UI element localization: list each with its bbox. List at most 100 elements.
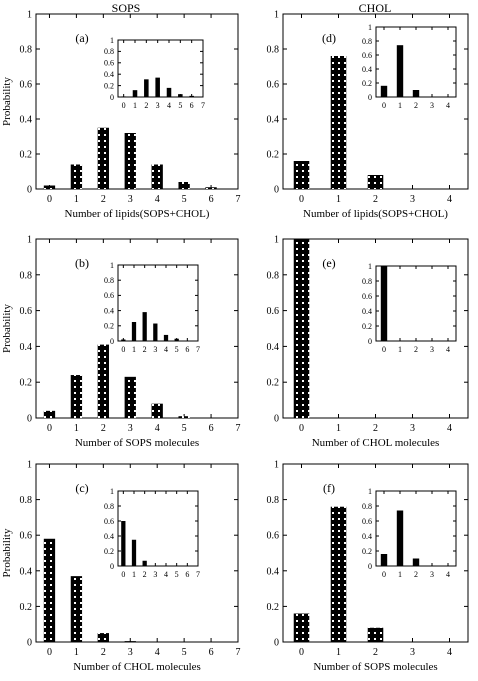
panel-f-inset-bar: [396, 510, 404, 566]
panel-b-bar: [151, 403, 163, 418]
panel-c-ytick-label: 0.4: [20, 566, 33, 577]
panel-c-ytick-label: 0.2: [20, 602, 33, 613]
panel-e-inset-ytick-label: 1: [368, 262, 372, 271]
panel-d-bar: [293, 161, 310, 189]
panel-a-xtick-label: 6: [209, 194, 214, 205]
panel-b-inset-xtick-label: 7: [196, 345, 200, 354]
panel-d-xtick-label: 2: [373, 194, 378, 205]
panel-a-inset-xtick-label: 0: [122, 101, 126, 110]
panel-b-xtick-label: 1: [74, 423, 79, 434]
panel-f-bar: [293, 613, 310, 642]
panel-a-bar: [178, 182, 190, 189]
panel-a-bar: [70, 164, 83, 189]
panel-b-bar: [124, 376, 136, 418]
panel-e-ytick-label: 1: [274, 235, 279, 246]
panel-e-xtick-label: 3: [410, 423, 415, 434]
panel-c-frame: [35, 463, 239, 643]
panel-a-xtick-label: 7: [236, 194, 241, 205]
panel-c-xtick-label: 5: [182, 647, 187, 658]
panel-c-bar: [43, 538, 56, 642]
panel-d-inset-xtick-label: 3: [430, 101, 434, 110]
panel-c-xtick-label: 3: [128, 647, 133, 658]
panel-e-xtick-label: 4: [447, 423, 452, 434]
panel-b-xtick-label: 4: [155, 423, 160, 434]
panel-d-inset-ytick-label: 0.8: [362, 37, 372, 46]
panel-b-inset-ytick-label: 0: [110, 337, 114, 346]
panel-e-inset-ytick-label: 0.8: [362, 277, 372, 286]
panel-a-inset-bar: [166, 87, 172, 97]
panel-f-inset-bg: [376, 491, 456, 566]
panel-f-inset-xtick-label: 1: [398, 570, 402, 579]
panel-a-inset-bg: [118, 40, 203, 97]
panel-e-inset-ytick-label: 0.4: [362, 307, 372, 316]
panel-e-inset: 0 0.2 0.4 0.6 0.8 1 0 1 2 3 4: [362, 262, 457, 354]
panel-d-inset-xtick-label: 4: [446, 101, 450, 110]
panel-d-xtick-label: 4: [447, 194, 452, 205]
panel-a-xtick-label: 5: [182, 194, 187, 205]
panel-a-ytick-label: 0.4: [20, 115, 33, 126]
panel-c-ytick-label: 1: [27, 460, 32, 471]
panel-e: 0 0.2 0.4 0.6 0.8 1 0 1 2 3 4 (e) Number of CHOL mol…: [267, 235, 469, 449]
panel-b-inset-ytick-label: 0.2: [104, 322, 114, 331]
panel-d-inset-bar: [412, 90, 420, 97]
panel-e-ytick-label: 0.8: [267, 270, 280, 281]
panel-d-inset-ytick-label: 0.2: [362, 79, 372, 88]
panel-d-bar: [367, 175, 384, 189]
panel-b-inset-xtick-label: 0: [121, 345, 125, 354]
panel-b-inset-bar: [153, 323, 158, 341]
panel-a-bar: [43, 185, 56, 189]
panel-b-inset-ytick-label: 0.4: [104, 306, 114, 315]
panel-d-inset-bg: [376, 27, 456, 97]
panel-f-xlabel: Number of SOPS molecules: [313, 661, 437, 673]
panel-b-inset-bar: [131, 322, 137, 341]
panel-a-inset-bar: [178, 94, 183, 97]
panel-f-ytick-label: 1: [274, 460, 279, 471]
panel-f-bar: [367, 627, 384, 642]
panel-a-inset-ytick-label: 0.2: [104, 81, 114, 90]
panel-d-bar: [330, 56, 347, 189]
panel-a-xtick-label: 2: [101, 194, 106, 205]
panel-f-inset-ytick-label: 0: [368, 562, 372, 571]
panel-e-inset-bar: [380, 266, 388, 341]
panel-c-inset-xtick-label: 1: [132, 570, 136, 579]
panel-c-inset-bar: [121, 521, 126, 566]
panel-c-bar: [70, 576, 83, 642]
panel-c-xtick-label: 1: [74, 647, 79, 658]
panel-c-inset: 00.20.40.60.810 1 2 3 4 5 6 7: [104, 487, 200, 579]
panel-f-ytick-label: 0.4: [267, 566, 280, 577]
panel-c-xtick-label: 4: [155, 647, 160, 658]
panel-e-bar: [293, 239, 310, 418]
panel-f-inset-ytick-label: 1: [368, 487, 372, 496]
panel-b-inset-xtick-label: 3: [153, 345, 157, 354]
panel-b-ytick-label: 1: [27, 235, 32, 246]
panel-a-inset-bar: [189, 95, 194, 97]
panel-d-ytick-label: 1: [274, 10, 279, 21]
panel-f-xtick-label: 1: [336, 647, 341, 658]
panel-f-inset-bar: [412, 558, 420, 566]
panel-e-inset-bg: [376, 266, 456, 341]
panel-f-ytick-label: 0.2: [267, 602, 280, 613]
panel-a-inset-bar: [121, 96, 126, 97]
panel-f-inset-xtick-label: 4: [446, 570, 450, 579]
panel-d-inset: 0 0.2 0.4 0.6 0.8 1 0 1 2 3 4: [362, 23, 457, 110]
panel-a-ytick-label: 0.6: [20, 80, 33, 91]
panel-b-inset-xtick-label: 6: [185, 345, 189, 354]
panel-b-xtick-label: 2: [101, 423, 106, 434]
panel-b-ytick-label: 0: [27, 414, 32, 425]
panel-e-ytick-label: 0.4: [267, 342, 280, 353]
panel-a-inset-ytick-label: 0.8: [104, 47, 114, 56]
panel-e-inset-xtick-label: 2: [414, 345, 418, 354]
panel-a-ytick-label: 0.8: [20, 45, 33, 56]
panel-a-inset-ytick-label: 0.4: [104, 70, 114, 79]
panel-b-ytick-label: 0.2: [20, 378, 33, 389]
panel-a-ytick-label: 1: [27, 10, 32, 21]
panel-b-inset: 00.20.40.60.810 1 2 3 4 5 6 7: [104, 261, 200, 354]
panel-d-ytick-label: 0.4: [267, 115, 280, 126]
panel-e-inset-xtick-label: 3: [430, 345, 434, 354]
panel-b-inset-xtick-label: 4: [164, 345, 168, 354]
panel-c-inset-ytick-label: 0: [110, 562, 114, 571]
panel-f-bar: [330, 506, 347, 642]
panel-c-bar: [97, 633, 109, 642]
panel-d-inset-bar: [380, 85, 388, 97]
